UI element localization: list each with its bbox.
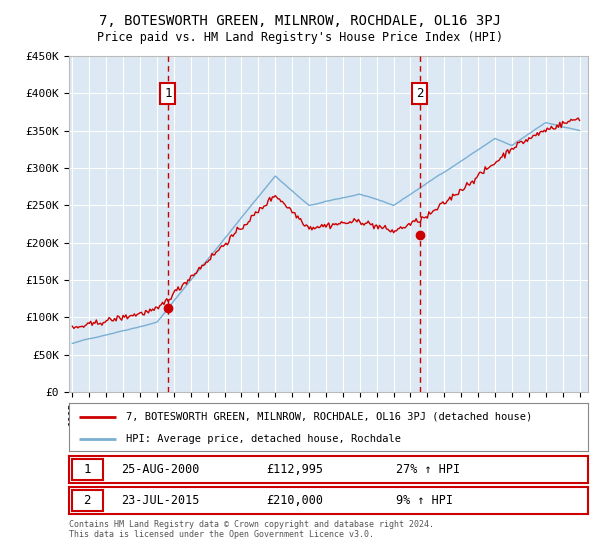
Text: 23-JUL-2015: 23-JUL-2015 — [121, 494, 199, 507]
FancyBboxPatch shape — [71, 459, 103, 480]
FancyBboxPatch shape — [71, 490, 103, 511]
Text: Contains HM Land Registry data © Crown copyright and database right 2024.
This d: Contains HM Land Registry data © Crown c… — [69, 520, 434, 539]
Text: 7, BOTESWORTH GREEN, MILNROW, ROCHDALE, OL16 3PJ (detached house): 7, BOTESWORTH GREEN, MILNROW, ROCHDALE, … — [126, 412, 532, 422]
Text: 2: 2 — [83, 494, 91, 507]
Text: 27% ↑ HPI: 27% ↑ HPI — [396, 463, 460, 476]
Text: 1: 1 — [164, 87, 172, 100]
Text: 7, BOTESWORTH GREEN, MILNROW, ROCHDALE, OL16 3PJ: 7, BOTESWORTH GREEN, MILNROW, ROCHDALE, … — [99, 14, 501, 28]
Text: £112,995: £112,995 — [266, 463, 323, 476]
Text: Price paid vs. HM Land Registry's House Price Index (HPI): Price paid vs. HM Land Registry's House … — [97, 31, 503, 44]
Text: HPI: Average price, detached house, Rochdale: HPI: Average price, detached house, Roch… — [126, 434, 401, 444]
Text: 1: 1 — [83, 463, 91, 476]
Text: 2: 2 — [416, 87, 424, 100]
Text: 9% ↑ HPI: 9% ↑ HPI — [396, 494, 453, 507]
Text: 25-AUG-2000: 25-AUG-2000 — [121, 463, 199, 476]
Text: £210,000: £210,000 — [266, 494, 323, 507]
